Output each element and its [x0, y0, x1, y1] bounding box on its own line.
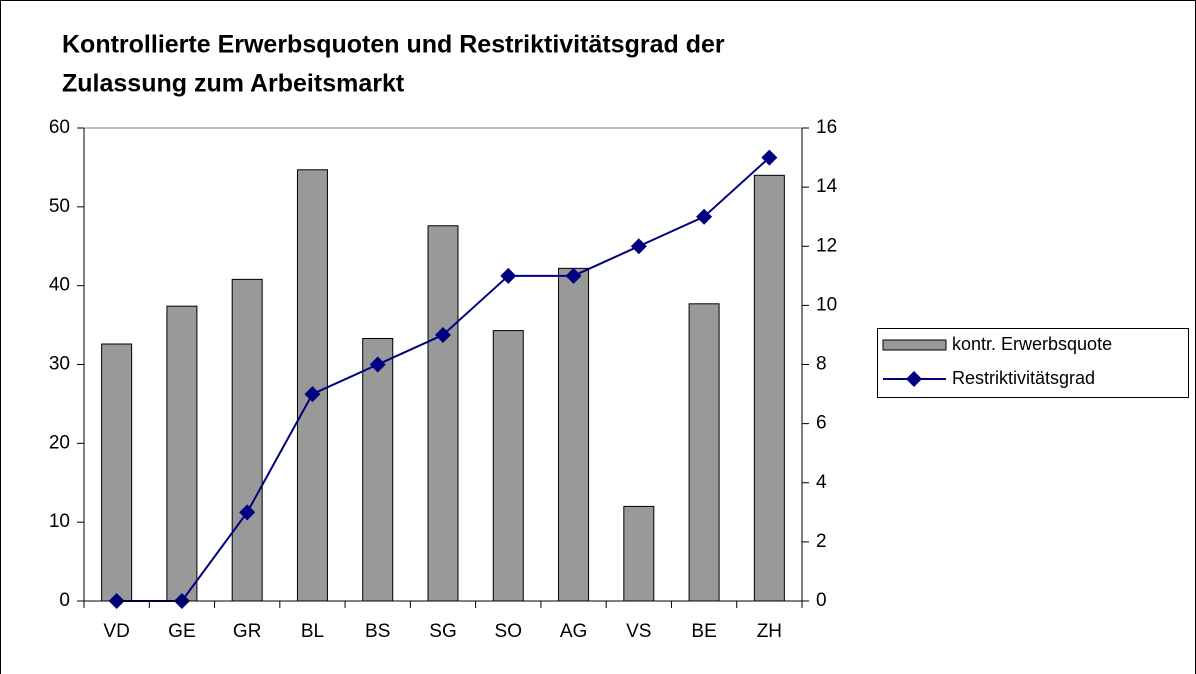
chart-title: Kontrollierte Erwerbsquoten und Restrikt…	[62, 31, 725, 59]
x-tick-label: VD	[103, 621, 129, 642]
y-tick-label: 60	[49, 117, 70, 138]
bar	[753, 174, 785, 602]
bar	[427, 225, 459, 602]
x-tick-label: GE	[168, 621, 195, 642]
y2-tick-label: 16	[816, 117, 837, 138]
marker	[369, 356, 386, 373]
bar	[688, 303, 720, 602]
legend-label: Restriktivitätsgrad	[952, 368, 1095, 388]
bar	[362, 337, 394, 602]
y2-tick-label: 14	[816, 176, 838, 197]
chart-title: Zulassung zum Arbeitsmarkt	[62, 70, 405, 98]
marker	[304, 386, 321, 403]
x-tick-label: SG	[429, 621, 456, 642]
x-tick-label: GR	[233, 621, 262, 642]
legend-swatch	[882, 339, 947, 351]
marker	[696, 208, 713, 225]
bar	[623, 505, 655, 602]
bar	[558, 267, 590, 602]
marker	[630, 238, 647, 255]
y-tick-label: 50	[49, 196, 70, 217]
y-tick-label: 10	[49, 511, 70, 532]
bar	[166, 305, 198, 602]
bar	[492, 330, 524, 602]
y2-tick-label: 12	[816, 235, 837, 256]
marker	[239, 504, 256, 521]
y2-tick-label: 10	[816, 294, 837, 315]
y2-tick-label: 2	[816, 531, 827, 552]
y2-tick-label: 0	[816, 590, 827, 611]
x-tick-label: BS	[365, 621, 390, 642]
x-tick-label: AG	[560, 621, 587, 642]
y-tick-label: 20	[49, 432, 70, 453]
x-tick-label: BL	[301, 621, 324, 642]
x-tick-label: BE	[691, 621, 716, 642]
legend-label: kontr. Erwerbsquote	[952, 334, 1112, 354]
legend-marker	[906, 371, 922, 387]
y2-tick-label: 8	[816, 354, 827, 375]
bar	[296, 169, 328, 602]
x-tick-label: ZH	[757, 621, 782, 642]
x-tick-label: SO	[495, 621, 522, 642]
marker	[761, 149, 778, 166]
bar	[101, 343, 133, 602]
x-tick-label: VS	[626, 621, 651, 642]
marker	[565, 267, 582, 284]
marker	[435, 326, 451, 343]
y-tick-label: 40	[49, 275, 70, 296]
y-tick-label: 30	[49, 354, 70, 375]
y-tick-label: 0	[59, 590, 70, 611]
y2-tick-label: 4	[816, 472, 827, 493]
marker	[500, 267, 517, 284]
bar	[231, 278, 263, 602]
y2-tick-label: 6	[816, 413, 827, 434]
